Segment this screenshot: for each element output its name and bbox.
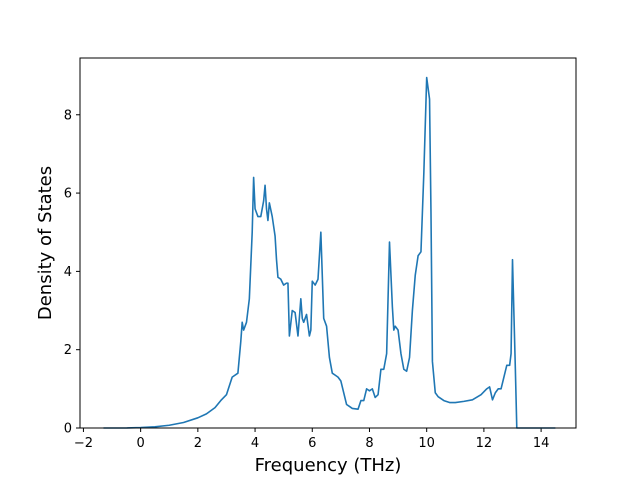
x-tick-label: 0 xyxy=(137,436,145,451)
x-tick-label: 12 xyxy=(476,436,493,451)
x-tick-label: 8 xyxy=(365,436,373,451)
y-axis-title: Density of States xyxy=(35,166,56,320)
y-axis-ticks: 0 2 4 6 8 xyxy=(64,108,80,437)
x-tick-label: 6 xyxy=(308,436,316,451)
y-tick-label: 2 xyxy=(64,343,72,358)
x-tick-label: 4 xyxy=(251,436,259,451)
x-tick-label: 2 xyxy=(194,436,202,451)
x-axis-title: Frequency (THz) xyxy=(255,455,402,476)
plot-background xyxy=(80,58,576,428)
x-tick-label: 14 xyxy=(533,436,550,451)
x-axis-ticks: −2 0 2 4 6 8 10 12 14 xyxy=(74,428,550,451)
plot-frame xyxy=(79,57,577,429)
y-tick-label: 8 xyxy=(64,108,72,123)
y-tick-label: 4 xyxy=(64,265,72,280)
y-tick-label: 0 xyxy=(64,422,72,437)
dos-series-line xyxy=(103,76,556,429)
x-tick-label: 10 xyxy=(418,436,435,451)
x-tick-label: −2 xyxy=(74,436,93,451)
y-tick-label: 6 xyxy=(64,187,72,202)
